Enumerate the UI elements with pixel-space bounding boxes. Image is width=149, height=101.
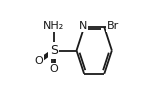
Text: N: N [79,21,87,31]
Text: O: O [34,56,43,66]
Text: Br: Br [107,21,119,31]
Text: O: O [49,64,58,74]
Text: NH₂: NH₂ [43,21,64,31]
Text: S: S [50,44,58,57]
